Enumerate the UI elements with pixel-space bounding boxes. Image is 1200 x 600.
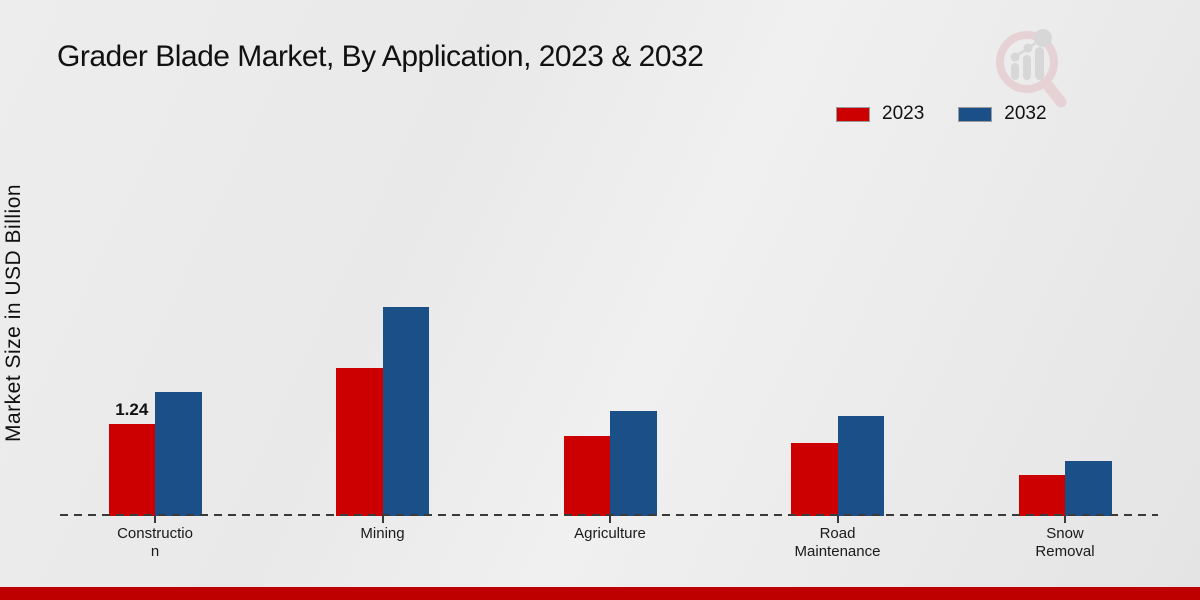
x-axis-tick-mining: [381, 516, 384, 523]
x-axis-label-snow-removal: Snow Removal: [1035, 525, 1095, 560]
x-axis-tick-snow-removal: [1064, 516, 1066, 523]
bar-2023-construction: [108, 423, 155, 516]
bar-value-label-2023-construction: 1.24: [115, 399, 149, 419]
x-axis-label-mining: Mining: [360, 525, 405, 542]
bar-2023-road-maintenance: [791, 443, 838, 516]
legend-item-2032: 2032: [958, 103, 1047, 125]
x-axis-tick-road-maintenance: [836, 516, 839, 523]
magnifier-chart-logo-icon: [996, 29, 1067, 108]
bar-2032-road-maintenance: [837, 415, 884, 516]
legend-swatch-2023: [836, 106, 870, 122]
legend-label-2032: 2032: [1004, 103, 1047, 124]
x-axis-tick-agriculture: [609, 516, 611, 523]
bar-2032-agriculture: [610, 411, 657, 516]
x-axis-label-road-maintenance: Road Maintenance: [794, 525, 881, 560]
legend-label-2023: 2023: [882, 103, 925, 124]
x-axis-label-agriculture: Agriculture: [574, 525, 646, 542]
chart-title: Grader Blade Market, By Application, 202…: [57, 40, 704, 73]
footer-red-strip: [0, 587, 1200, 600]
bar-2032-construction: [155, 392, 202, 516]
bar-2032-snow-removal: [1065, 461, 1112, 516]
bar-2023-agriculture: [563, 435, 610, 516]
legend-item-2023: 2023: [836, 103, 924, 125]
bar-2023-snow-removal: [1018, 475, 1065, 516]
legend: 2023 2032: [836, 103, 1047, 125]
x-axis-tick-construction: [154, 516, 156, 523]
bar-2032-mining: [382, 307, 429, 516]
legend-swatch-2032: [958, 106, 993, 122]
x-axis-dashed-baseline: [60, 514, 1158, 516]
x-axis-label-construction: Constructio n: [117, 525, 193, 560]
bar-2023-mining: [336, 367, 383, 516]
